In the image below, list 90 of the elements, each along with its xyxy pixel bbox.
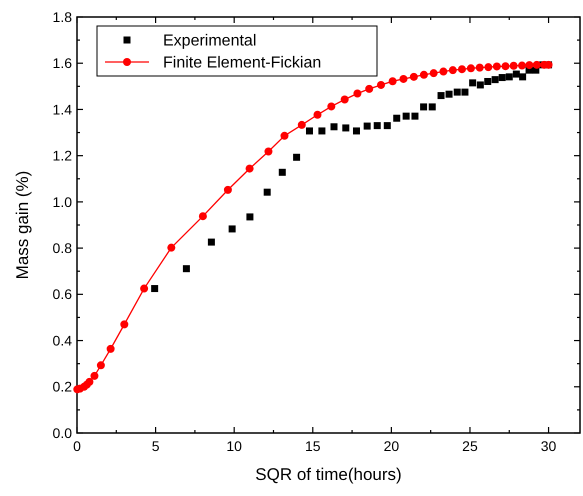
point bbox=[402, 112, 410, 120]
point bbox=[461, 88, 468, 96]
point bbox=[476, 81, 484, 88]
x-tick-label: 20 bbox=[384, 438, 400, 454]
point bbox=[384, 122, 391, 130]
point bbox=[264, 148, 272, 156]
point bbox=[484, 63, 492, 72]
point bbox=[90, 372, 98, 380]
point bbox=[446, 90, 453, 98]
point bbox=[182, 265, 190, 272]
point bbox=[506, 73, 513, 80]
point bbox=[469, 79, 476, 86]
point bbox=[228, 225, 236, 232]
point bbox=[342, 124, 350, 132]
point bbox=[318, 127, 326, 134]
point bbox=[298, 120, 306, 129]
x-axis-title: SQR of time(hours) bbox=[255, 465, 402, 484]
point bbox=[85, 378, 94, 386]
x-tick-label: 25 bbox=[462, 438, 478, 454]
point bbox=[438, 92, 445, 100]
point bbox=[264, 188, 271, 196]
point bbox=[393, 114, 400, 122]
point bbox=[410, 72, 418, 81]
legend-label: Finite Element-Fickian bbox=[163, 54, 322, 72]
point bbox=[246, 164, 254, 173]
point bbox=[280, 132, 288, 140]
point bbox=[327, 102, 336, 110]
point bbox=[198, 212, 207, 220]
point bbox=[466, 64, 475, 72]
point bbox=[306, 127, 313, 134]
point bbox=[140, 284, 148, 293]
point bbox=[365, 84, 374, 93]
point bbox=[519, 73, 526, 80]
point bbox=[518, 62, 526, 70]
y-tick-label: 0.2 bbox=[52, 378, 72, 395]
point bbox=[374, 122, 381, 130]
point bbox=[151, 285, 158, 292]
x-tick-label: 30 bbox=[540, 438, 557, 454]
point bbox=[208, 238, 215, 246]
point bbox=[498, 74, 506, 82]
point bbox=[330, 123, 338, 130]
y-tick-label: 1.8 bbox=[52, 8, 72, 25]
point bbox=[458, 65, 466, 74]
point bbox=[430, 69, 438, 78]
x-tick-label: 0 bbox=[73, 438, 82, 454]
point bbox=[278, 168, 286, 176]
point bbox=[313, 110, 322, 119]
point bbox=[501, 62, 510, 70]
point bbox=[352, 127, 360, 134]
y-tick-label: 1.2 bbox=[52, 148, 72, 164]
y-tick-label: 0.0 bbox=[52, 424, 72, 441]
point bbox=[492, 62, 501, 70]
x-tick-label: 15 bbox=[304, 438, 321, 454]
point bbox=[454, 88, 461, 96]
y-tick-label: 0.6 bbox=[52, 286, 72, 302]
point bbox=[411, 112, 418, 120]
point bbox=[399, 74, 408, 83]
point bbox=[428, 103, 436, 110]
point bbox=[96, 361, 105, 370]
y-tick-label: 1.4 bbox=[52, 101, 72, 118]
y-axis-title: Mass gain (%) bbox=[13, 170, 32, 280]
y-tick-label: 0.4 bbox=[52, 332, 72, 348]
point bbox=[532, 60, 541, 69]
point bbox=[224, 186, 232, 194]
legend-label: Experimental bbox=[163, 32, 256, 50]
y-tick-label: 1.0 bbox=[52, 194, 72, 210]
point bbox=[120, 320, 128, 328]
point bbox=[510, 62, 518, 70]
point bbox=[512, 70, 520, 78]
point bbox=[340, 96, 349, 104]
point bbox=[364, 122, 371, 130]
point bbox=[525, 61, 534, 70]
point bbox=[246, 213, 254, 220]
point bbox=[420, 103, 428, 110]
y-tick-label: 0.8 bbox=[52, 240, 72, 256]
point bbox=[476, 64, 484, 72]
x-tick-label: 5 bbox=[152, 438, 160, 454]
y-tick-label: 1.6 bbox=[52, 55, 72, 72]
point bbox=[484, 78, 492, 85]
point bbox=[492, 76, 499, 84]
point bbox=[293, 154, 300, 161]
point bbox=[353, 90, 362, 98]
point bbox=[420, 70, 428, 79]
point bbox=[106, 344, 115, 353]
point bbox=[377, 80, 385, 89]
point bbox=[439, 68, 448, 76]
point bbox=[448, 66, 457, 74]
point bbox=[167, 244, 176, 252]
point bbox=[388, 77, 397, 86]
x-tick-label: 10 bbox=[226, 438, 242, 454]
